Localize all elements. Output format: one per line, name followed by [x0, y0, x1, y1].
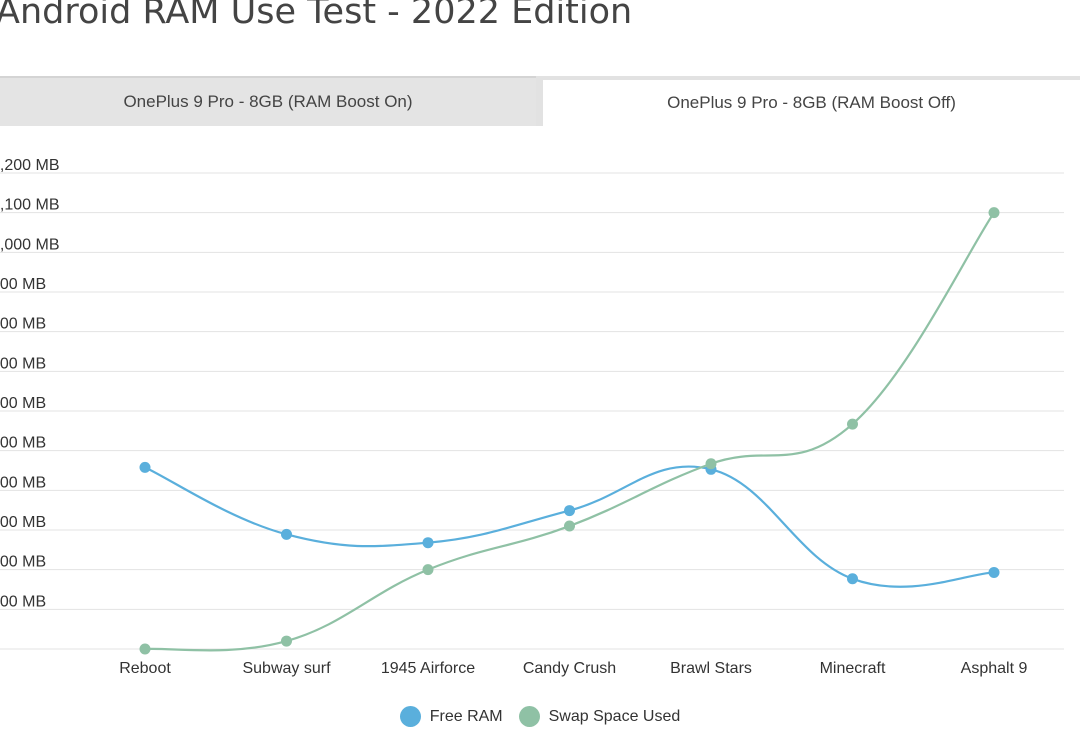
legend-item-swap-space-used[interactable]: Swap Space Used: [518, 706, 681, 727]
y-tick-label: 1,100 MB: [0, 197, 59, 214]
data-point-swap-space-used: [705, 458, 717, 470]
data-point-free-ram: [281, 528, 292, 540]
x-tick-label: Minecraft: [820, 660, 886, 677]
legend-label-free-ram: Free RAM: [429, 707, 503, 725]
data-point-swap-space-used: [847, 418, 858, 430]
tab-ram-boost-off[interactable]: OnePlus 9 Pro - 8GB (RAM Boost Off): [543, 80, 1080, 126]
line-chart: 0100 MB200 MB300 MB400 MB500 MB600 MB700…: [0, 157, 1064, 677]
series-line-swap-space-used: [144, 212, 995, 652]
y-tick-label: 300 MB: [0, 514, 46, 531]
y-tick-label: 100 MB: [0, 593, 46, 610]
chart-legend: Free RAM Swap Space Used: [0, 706, 1080, 727]
x-tick-label: Asphalt 9: [961, 660, 1028, 677]
legend-item-free-ram[interactable]: Free RAM: [399, 706, 503, 727]
x-tick-label: Subway surf: [242, 660, 331, 677]
legend-label-swap-space-used: Swap Space Used: [548, 707, 681, 725]
data-point-free-ram: [847, 573, 858, 585]
x-tick-label: Candy Crush: [523, 660, 616, 677]
legend-marker-free-ram: [399, 706, 421, 727]
y-tick-label: 1,200 MB: [0, 157, 59, 174]
y-tick-label: 500 MB: [0, 435, 46, 452]
y-tick-label: 700 MB: [0, 355, 46, 372]
x-tick-label: 1945 Airforce: [381, 660, 475, 677]
legend-marker-swap-space-used: [518, 706, 540, 727]
y-tick-label: 1,000 MB: [0, 236, 59, 253]
data-point-swap-space-used: [988, 207, 1000, 219]
x-tick-label: Reboot: [119, 660, 171, 677]
data-point-swap-space-used: [139, 643, 151, 655]
y-tick-label: 600 MB: [0, 395, 46, 412]
data-point-free-ram: [988, 566, 1000, 578]
tab-ram-boost-on[interactable]: OnePlus 9 Pro - 8GB (RAM Boost On): [0, 76, 536, 126]
y-tick-label: 800 MB: [0, 316, 46, 333]
y-tick-label: 900 MB: [0, 276, 46, 293]
data-point-free-ram: [139, 461, 151, 473]
x-tick-label: Brawl Stars: [670, 660, 752, 677]
data-point-free-ram: [422, 537, 434, 549]
data-point-free-ram: [564, 505, 575, 517]
data-point-swap-space-used: [422, 564, 434, 576]
tab-bar: OnePlus 9 Pro - 8GB (RAM Boost On) OnePl…: [0, 76, 1080, 126]
y-tick-label: 200 MB: [0, 554, 46, 571]
data-point-swap-space-used: [281, 635, 292, 647]
page-title: Android RAM Use Test - 2022 Edition: [0, 0, 633, 32]
y-tick-label: 400 MB: [0, 474, 46, 491]
data-point-swap-space-used: [564, 520, 575, 532]
